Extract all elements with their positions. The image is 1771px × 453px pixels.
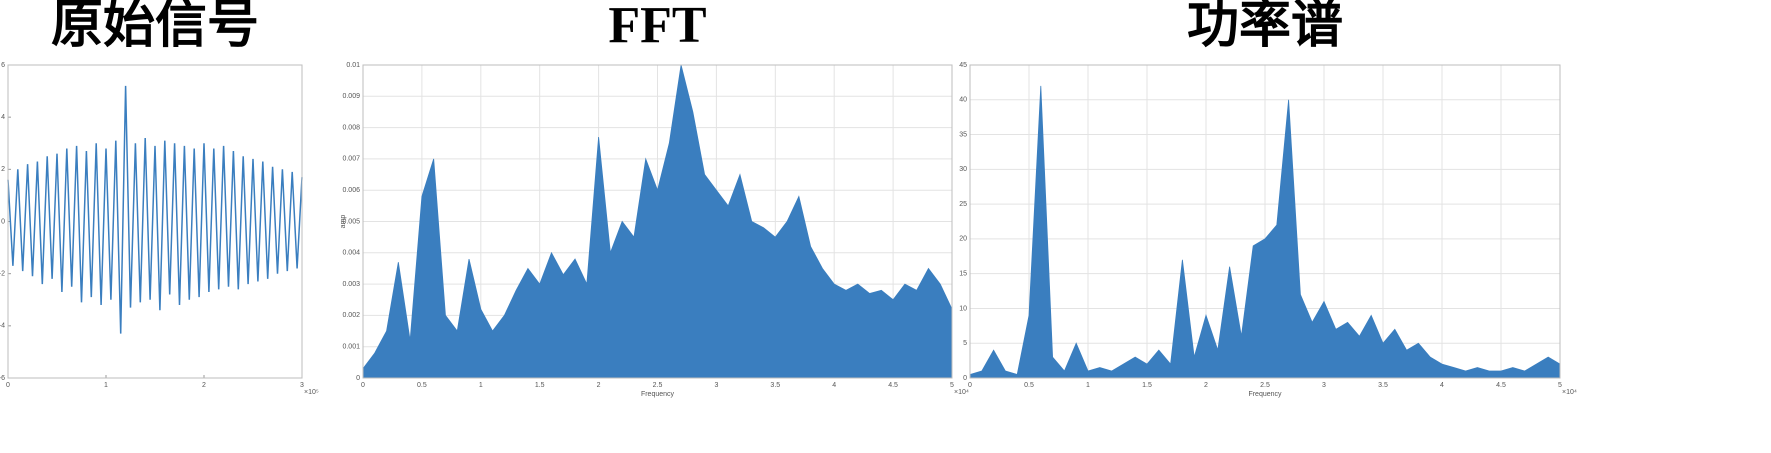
x-tick-label: 2 — [202, 382, 206, 389]
y-tick-label: -2 — [0, 271, 5, 278]
x-tick-label: 3 — [1322, 382, 1326, 389]
x-tick-label: 4 — [832, 382, 836, 389]
y-tick-label: 15 — [959, 271, 967, 278]
y-tick-label: 0.007 — [342, 156, 360, 163]
spectrum-area — [969, 85, 1561, 379]
x-tick-label: 0.5 — [417, 382, 427, 389]
x-tick-label: 5 — [950, 382, 954, 389]
plot-frame — [362, 64, 953, 379]
y-tick-label: 0 — [1, 218, 5, 225]
y-tick-label: -4 — [0, 323, 5, 330]
x-tick-label: 0 — [361, 382, 365, 389]
y-tick-label: 0.004 — [342, 250, 360, 257]
x-exponent-label: ×10⁴ — [1562, 389, 1577, 396]
x-tick-label: 2.5 — [653, 382, 663, 389]
x-tick-label: 1 — [479, 382, 483, 389]
x-tick-label: 0.5 — [1024, 382, 1034, 389]
y-tick-label: 0.009 — [342, 93, 360, 100]
y-tick-label: 0.003 — [342, 281, 360, 288]
signal-line — [7, 85, 303, 334]
y-tick-label: 0.008 — [342, 124, 360, 131]
y-tick-label: 35 — [959, 131, 967, 138]
x-tick-label: 2 — [597, 382, 601, 389]
chart-title: 功率谱 — [1187, 0, 1343, 54]
y-tick-label: 20 — [959, 236, 967, 243]
y-tick-label: 10 — [959, 305, 967, 312]
x-tick-label: 3 — [714, 382, 718, 389]
x-axis-label: Frequency — [641, 391, 675, 398]
chart-title: 原始信号 — [51, 0, 259, 54]
y-tick-label: 4 — [1, 114, 5, 121]
y-tick-label: 30 — [959, 166, 967, 173]
y-tick-label: 0.001 — [342, 344, 360, 351]
plot-frame — [7, 64, 303, 379]
y-axis-label: amp — [340, 215, 347, 229]
x-axis-label: Frequency — [1248, 391, 1282, 398]
y-tick-label: 5 — [963, 340, 967, 347]
x-tick-label: 3.5 — [770, 382, 780, 389]
x-tick-label: 0 — [968, 382, 972, 389]
y-tick-label: 45 — [959, 62, 967, 69]
x-tick-label: 1 — [104, 382, 108, 389]
x-tick-label: 3 — [300, 382, 304, 389]
y-tick-label: 0.006 — [342, 187, 360, 194]
x-tick-label: 4.5 — [1496, 382, 1506, 389]
y-tick-label: 6 — [1, 62, 5, 69]
x-tick-label: 2.5 — [1260, 382, 1270, 389]
x-tick-label: 1 — [1086, 382, 1090, 389]
x-tick-label: 1.5 — [1142, 382, 1152, 389]
x-exponent-label: ×10⁴ — [954, 389, 969, 396]
y-tick-label: 2 — [1, 166, 5, 173]
x-exponent-label: ×10⁵ — [304, 389, 319, 396]
x-tick-label: 5 — [1558, 382, 1562, 389]
x-tick-label: 0 — [6, 382, 10, 389]
x-tick-label: 4 — [1440, 382, 1444, 389]
y-tick-label: 0.01 — [346, 62, 360, 69]
y-tick-label: 25 — [959, 201, 967, 208]
y-tick-label: 0 — [356, 375, 360, 382]
y-tick-label: 0 — [963, 375, 967, 382]
chart-title: FFT — [608, 0, 706, 54]
y-tick-label: 0.002 — [342, 312, 360, 319]
plot-frame — [969, 64, 1561, 379]
y-tick-label: 0.005 — [342, 218, 360, 225]
x-tick-label: 4.5 — [888, 382, 898, 389]
x-tick-label: 1.5 — [535, 382, 545, 389]
x-tick-label: 2 — [1204, 382, 1208, 389]
x-tick-label: 3.5 — [1378, 382, 1388, 389]
spectrum-area — [362, 64, 953, 379]
y-tick-label: -6 — [0, 375, 5, 382]
y-tick-label: 40 — [959, 97, 967, 104]
